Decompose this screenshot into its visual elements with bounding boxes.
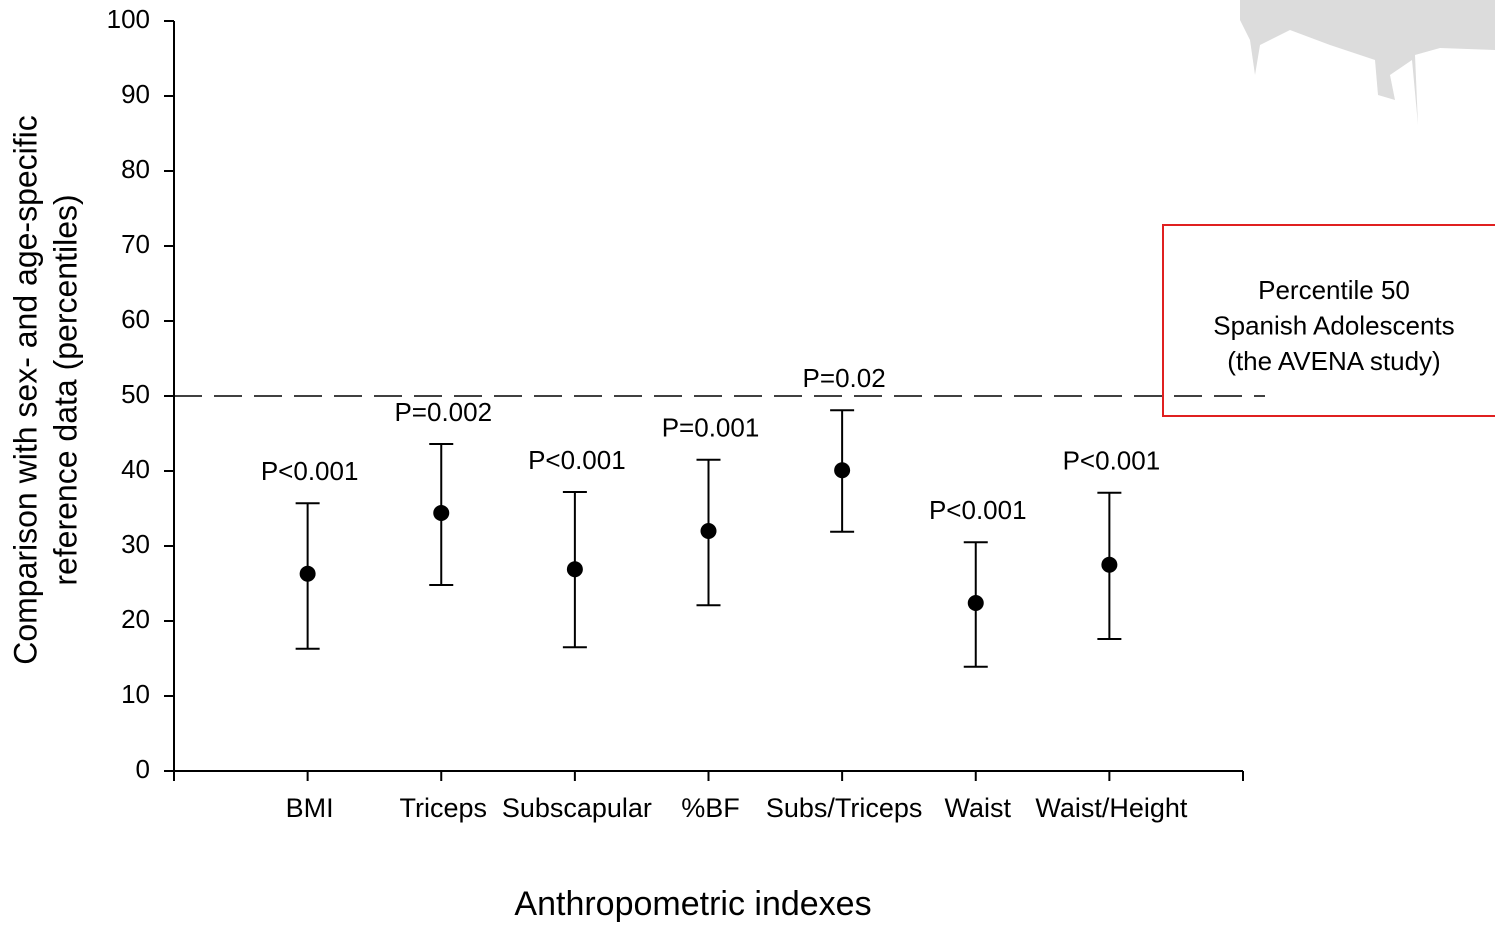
x-tick-label: Waist bbox=[945, 793, 1012, 823]
annotation-text: Percentile 50 bbox=[1258, 275, 1410, 305]
x-tick-label: Waist/Height bbox=[1035, 793, 1188, 823]
y-tick-label: 90 bbox=[121, 79, 150, 109]
y-tick-label: 10 bbox=[121, 679, 150, 709]
data-point bbox=[967, 595, 984, 611]
p-value-label: P=0.02 bbox=[803, 363, 886, 393]
data-point bbox=[566, 561, 583, 578]
x-tick-label: Subscapular bbox=[502, 793, 652, 823]
p-value-label: P=0.002 bbox=[394, 397, 492, 427]
data-point bbox=[299, 565, 316, 582]
p-value-label: P<0.001 bbox=[1063, 446, 1161, 476]
y-tick-label: 50 bbox=[121, 379, 150, 409]
x-tick-label: Triceps bbox=[399, 793, 487, 823]
x-axis-title: Anthropometric indexes bbox=[514, 885, 871, 923]
annotation-text: (the AVENA study) bbox=[1227, 346, 1440, 376]
p-value-label: P<0.001 bbox=[261, 456, 359, 486]
annotation-text: Spanish Adolescents bbox=[1213, 310, 1454, 340]
y-tick-label: 30 bbox=[121, 529, 150, 559]
y-tick-label: 40 bbox=[121, 454, 150, 484]
y-tick-label: 100 bbox=[107, 4, 150, 34]
data-point bbox=[433, 505, 450, 521]
data-point bbox=[1101, 556, 1118, 573]
data-point bbox=[700, 523, 717, 539]
y-axis-title: reference data (percentiles) bbox=[47, 194, 83, 585]
y-tick-label: 80 bbox=[121, 154, 150, 184]
decorative-shape bbox=[1240, 0, 1495, 125]
data-point bbox=[834, 462, 851, 479]
y-tick-label: 60 bbox=[121, 304, 150, 334]
y-tick-label: 0 bbox=[136, 754, 150, 784]
x-tick-label: %BF bbox=[681, 793, 740, 823]
y-tick-label: 20 bbox=[121, 604, 150, 634]
y-tick-label: 70 bbox=[121, 229, 150, 259]
p-value-label: P<0.001 bbox=[929, 495, 1027, 525]
p-value-label: P<0.001 bbox=[528, 445, 626, 475]
annotation-box bbox=[1162, 224, 1495, 417]
x-tick-label: Subs/Triceps bbox=[766, 793, 923, 823]
y-axis-title: Comparison with sex- and age-specific bbox=[7, 115, 43, 665]
p-value-label: P=0.001 bbox=[662, 413, 760, 443]
x-tick-label: BMI bbox=[286, 793, 334, 823]
